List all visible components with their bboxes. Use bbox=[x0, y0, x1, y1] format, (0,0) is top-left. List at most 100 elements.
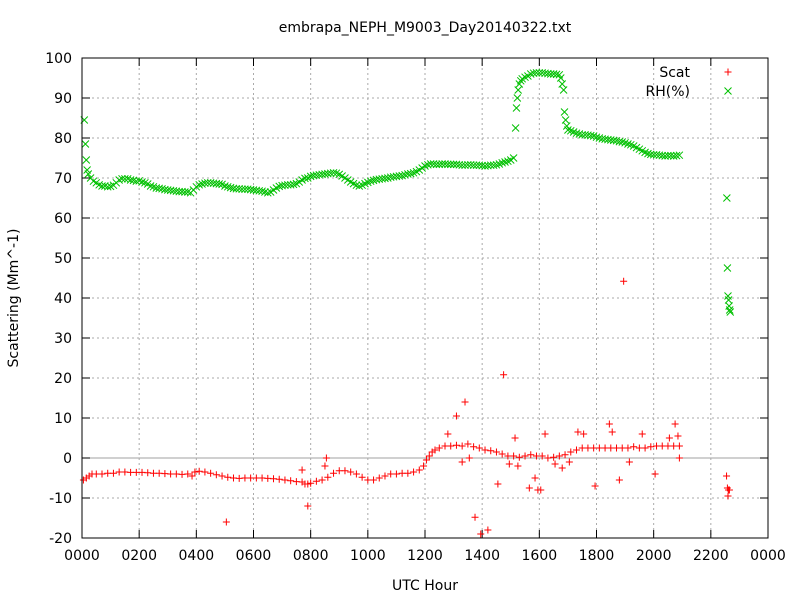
scat-point bbox=[188, 472, 196, 480]
scat-point bbox=[461, 398, 469, 406]
legend-marker-rh bbox=[724, 87, 732, 95]
scat-point bbox=[347, 468, 355, 476]
scat-point bbox=[475, 444, 483, 452]
scat-point bbox=[330, 469, 338, 477]
rh-point bbox=[569, 128, 578, 136]
rh-point bbox=[398, 171, 406, 180]
rh-point bbox=[501, 158, 509, 166]
chart-title: embrapa_NEPH_M9003_Day20140322.txt bbox=[279, 20, 572, 36]
scat-point bbox=[404, 469, 412, 477]
rh-point bbox=[261, 188, 269, 196]
scat-point bbox=[537, 486, 545, 494]
x-tick-label: 0000 bbox=[64, 548, 100, 564]
scat-point bbox=[605, 420, 613, 428]
scat-point bbox=[381, 472, 389, 480]
scat-point bbox=[207, 469, 215, 477]
rh-point bbox=[492, 160, 501, 169]
rh-point bbox=[406, 169, 415, 178]
scat-point bbox=[392, 470, 400, 478]
scat-point bbox=[565, 458, 573, 466]
scat-point bbox=[675, 442, 683, 450]
y-tick-label: 80 bbox=[54, 131, 72, 147]
rh-point bbox=[561, 116, 570, 124]
scat-point bbox=[525, 484, 533, 492]
scat-point bbox=[471, 513, 479, 521]
scat-point bbox=[465, 454, 473, 462]
legend-marker-scat bbox=[724, 68, 732, 76]
scat-point bbox=[322, 454, 330, 462]
rh-point bbox=[355, 182, 364, 190]
rh-point bbox=[672, 151, 681, 160]
rh-point bbox=[560, 108, 569, 116]
scat-point bbox=[514, 462, 522, 470]
scat-point bbox=[625, 458, 633, 466]
scat-point bbox=[558, 464, 566, 472]
scat-point bbox=[624, 444, 632, 452]
scat-point bbox=[608, 428, 616, 436]
data-layer bbox=[79, 68, 735, 538]
ticks-layer: -20 -10 0 10 20 30 40 50 60 70 80 90 100 0000 0200 0400… bbox=[45, 51, 786, 564]
scat-point bbox=[222, 518, 230, 526]
scat-point bbox=[515, 453, 523, 461]
scat-point bbox=[724, 492, 732, 500]
x-tick-label: 1200 bbox=[407, 548, 443, 564]
scat-point bbox=[184, 470, 192, 478]
rh-point bbox=[592, 133, 601, 142]
x-tick-label: 1600 bbox=[522, 548, 558, 564]
scat-point bbox=[195, 467, 203, 475]
rh-point bbox=[223, 182, 232, 191]
x-tick-label: 2000 bbox=[636, 548, 672, 564]
scat-point bbox=[641, 444, 649, 452]
scat-point bbox=[615, 476, 623, 484]
scat-point bbox=[574, 428, 582, 436]
grid-layer bbox=[82, 58, 768, 538]
scat-point bbox=[561, 451, 569, 459]
scat-point bbox=[218, 472, 226, 480]
rh-point bbox=[329, 168, 338, 177]
y-tick-label: 20 bbox=[54, 371, 72, 387]
rh-point bbox=[84, 170, 93, 178]
y-tick-label: 100 bbox=[45, 51, 72, 67]
rh-point bbox=[726, 308, 735, 316]
y-tick-label: 70 bbox=[54, 171, 72, 187]
scat-point bbox=[370, 476, 378, 484]
scat-point bbox=[723, 472, 731, 480]
scat-point bbox=[494, 480, 502, 488]
rh-point bbox=[725, 306, 734, 314]
rh-point bbox=[326, 169, 335, 178]
scat-point bbox=[410, 468, 418, 476]
rh-point bbox=[258, 187, 266, 196]
rh-point bbox=[722, 194, 731, 202]
x-tick-label: 0200 bbox=[121, 548, 157, 564]
rh-point bbox=[558, 80, 567, 88]
series-scat bbox=[79, 277, 733, 538]
legend-label-rh: RH(%) bbox=[646, 84, 690, 100]
rh-point bbox=[146, 182, 155, 190]
rh-point bbox=[238, 185, 246, 194]
scat-point bbox=[591, 482, 599, 490]
scat-point bbox=[505, 460, 513, 468]
rh-point bbox=[512, 104, 521, 112]
rh-point bbox=[478, 161, 487, 170]
scat-point bbox=[358, 473, 366, 481]
scat-point bbox=[498, 450, 506, 458]
scat-point bbox=[674, 432, 682, 440]
scat-point bbox=[435, 444, 443, 452]
legend: Scat RH(%) bbox=[646, 65, 732, 100]
rh-point bbox=[532, 68, 541, 77]
y-tick-label: 90 bbox=[54, 91, 72, 107]
scat-point bbox=[298, 466, 306, 474]
x-tick-label: 1000 bbox=[350, 548, 386, 564]
scat-point bbox=[275, 475, 283, 483]
scat-point bbox=[458, 458, 466, 466]
plot-frame bbox=[81, 57, 769, 539]
x-tick-label: 0600 bbox=[236, 548, 272, 564]
scat-point bbox=[511, 434, 519, 442]
scat-point bbox=[109, 469, 117, 477]
scat-point bbox=[287, 477, 295, 485]
scat-point bbox=[567, 448, 575, 456]
scat-point bbox=[470, 443, 478, 451]
scat-point bbox=[638, 430, 646, 438]
scat-point bbox=[671, 420, 679, 428]
scat-point bbox=[321, 462, 329, 470]
